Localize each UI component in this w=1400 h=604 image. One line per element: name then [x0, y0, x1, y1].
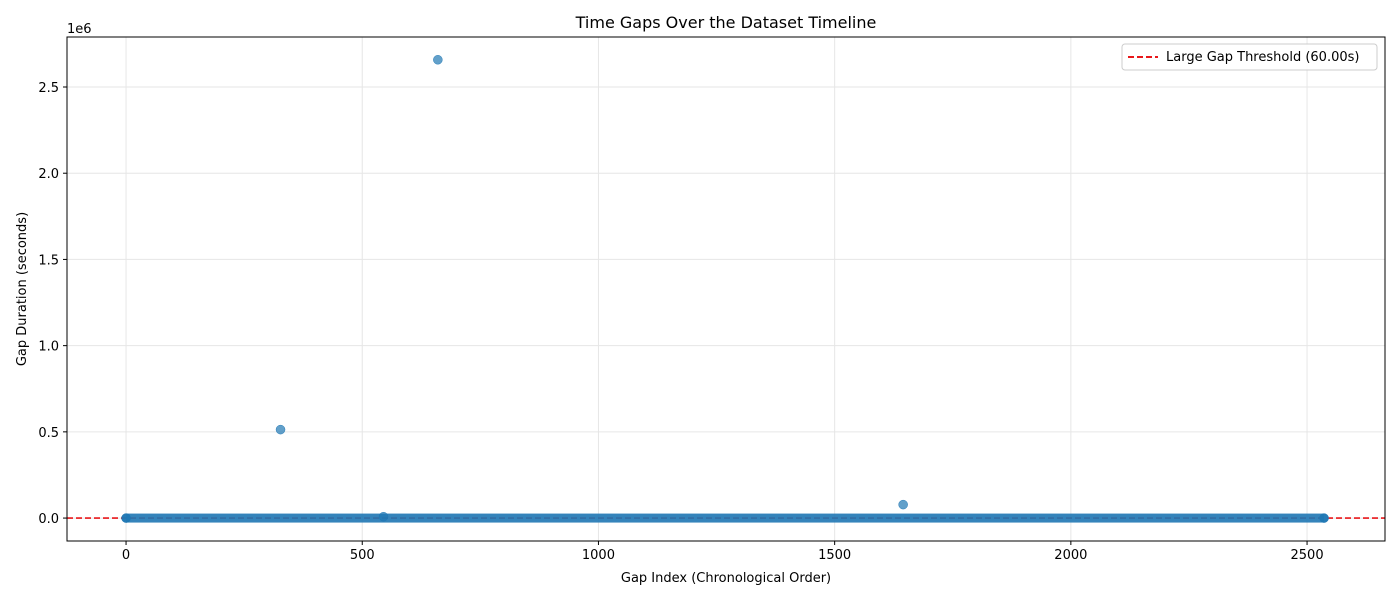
legend-label-threshold: Large Gap Threshold (60.00s)	[1166, 50, 1359, 65]
data-point	[898, 499, 908, 510]
legend-box	[1121, 43, 1378, 71]
x-tick-label: 500	[350, 548, 375, 563]
baseline-points-band	[126, 513, 1325, 523]
y-tick-label: 1.5	[38, 253, 59, 268]
y-ticks: 0.0 0.5 1.0 1.5 2.0 2.5	[38, 81, 67, 527]
chart-title: Time Gaps Over the Dataset Timeline	[575, 13, 877, 32]
y-axis-label: Gap Duration (seconds)	[15, 212, 30, 366]
x-axis-label: Gap Index (Chronological Order)	[621, 571, 831, 586]
x-tick-label: 0	[122, 548, 130, 563]
x-tick-label: 2500	[1291, 548, 1324, 563]
y-tick-label: 0.0	[38, 512, 59, 527]
data-points	[121, 55, 1329, 523]
y-tick-label: 0.5	[38, 426, 59, 441]
data-point	[433, 55, 443, 65]
data-point	[121, 513, 131, 523]
x-tick-label: 2000	[1054, 548, 1087, 563]
data-point	[378, 511, 389, 522]
grid	[67, 37, 1385, 541]
x-ticks: 0 500 1000 1500 2000 2500	[122, 541, 1324, 563]
y-tick-label: 2.5	[38, 81, 59, 96]
y-tick-label: 2.0	[38, 167, 59, 182]
data-point	[1319, 513, 1329, 523]
axes-frame	[66, 36, 1386, 542]
y-tick-label: 1.0	[38, 340, 59, 355]
data-point	[275, 424, 286, 435]
x-tick-label: 1000	[582, 548, 615, 563]
x-tick-label: 1500	[818, 548, 851, 563]
y-axis-offset-label: 1e6	[67, 22, 92, 37]
legend: Large Gap Threshold (60.00s)	[1121, 43, 1378, 71]
